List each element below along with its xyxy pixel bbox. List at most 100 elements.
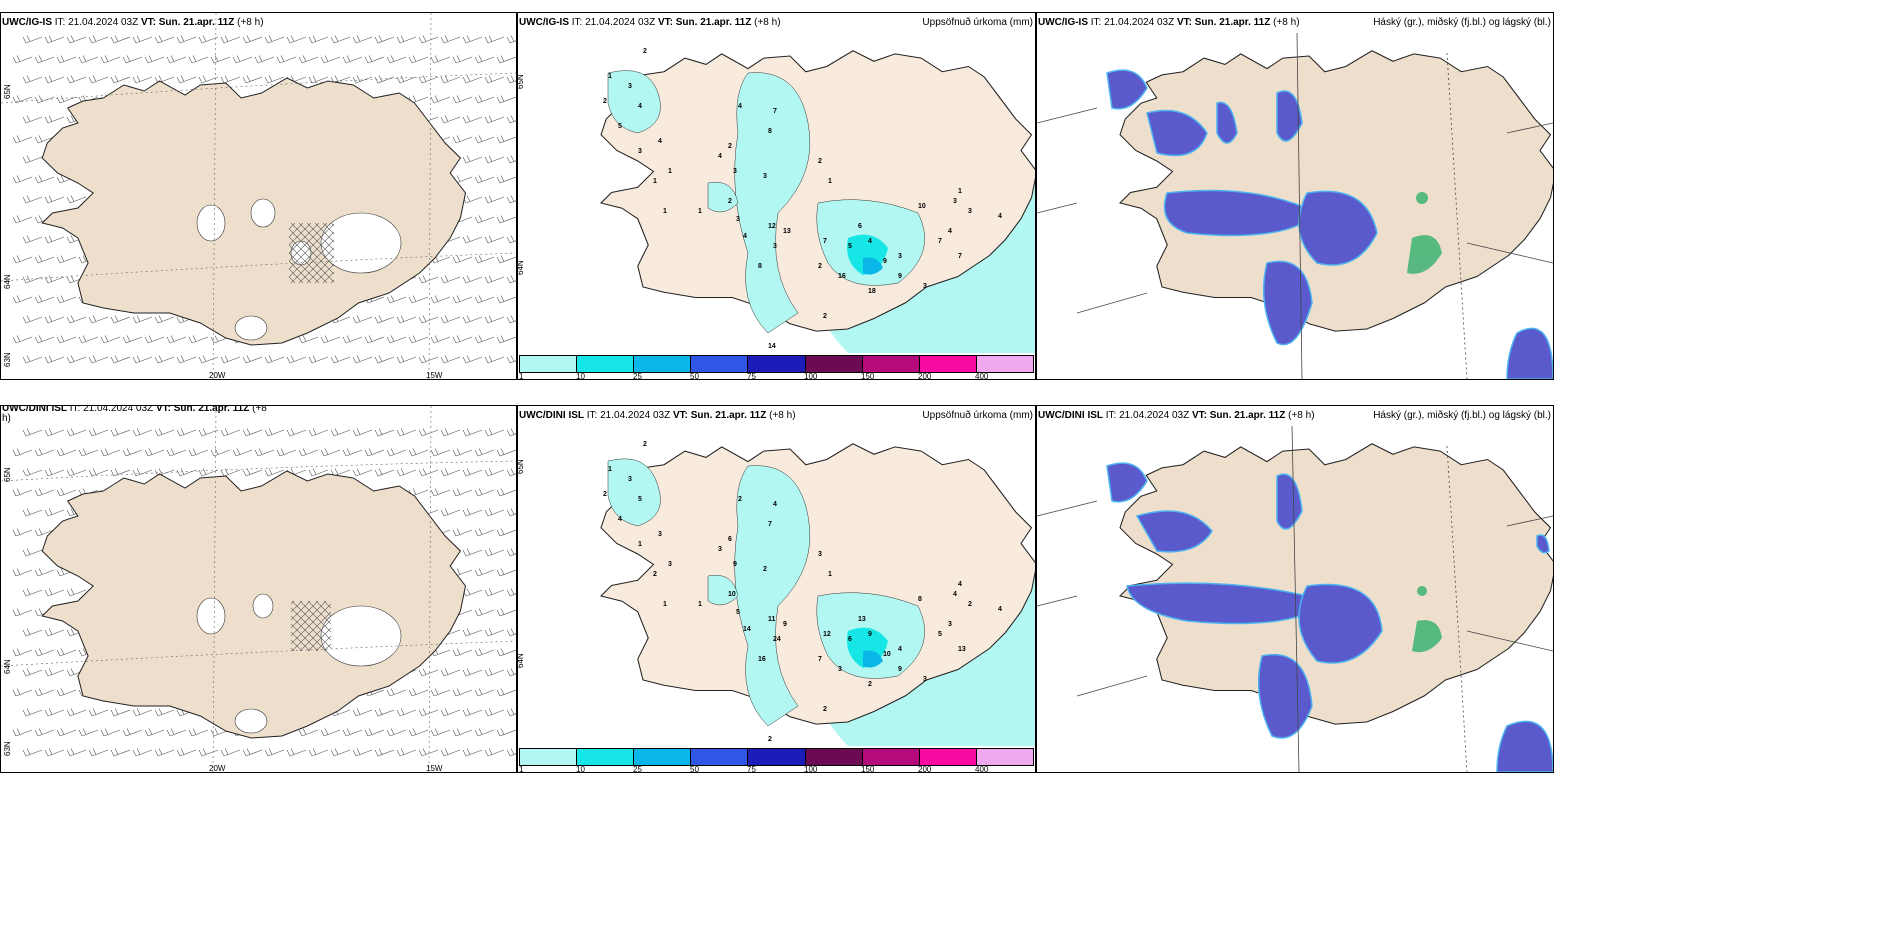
- wind-barb: [22, 708, 43, 717]
- wind-barb: [430, 688, 451, 697]
- wind-barb: [496, 55, 516, 64]
- precip-value-label: 1: [828, 178, 832, 185]
- precip-value-label: 4: [743, 233, 747, 240]
- wind-barb: [506, 468, 516, 477]
- wind-barb: [132, 428, 153, 437]
- wind-barb: [474, 608, 495, 617]
- colorbar-tick: 50: [690, 372, 699, 380]
- wind-barb: [484, 508, 505, 517]
- wind-barb: [496, 135, 516, 144]
- wind-barb: [462, 195, 483, 204]
- precip-areas: [607, 458, 925, 727]
- wind-barb: [374, 35, 395, 44]
- wind-barb: [440, 75, 461, 84]
- wind-barb: [506, 708, 516, 717]
- wind-barb: [452, 448, 473, 457]
- colorbar-tick: 10: [576, 765, 585, 773]
- wind-barb: [462, 428, 483, 437]
- precip-value-label: 3: [898, 253, 902, 260]
- frontal-lines: [1037, 425, 1553, 772]
- wind-barb: [220, 468, 241, 477]
- wind-barb: [506, 628, 516, 637]
- wind-barb: [34, 175, 55, 184]
- wind-barb: [484, 315, 505, 324]
- wind-barb: [286, 428, 307, 437]
- wind-barb: [342, 448, 363, 457]
- wind-barb: [132, 355, 153, 364]
- wind-barb: [110, 315, 131, 324]
- wind-barb: [176, 35, 197, 44]
- colorbar-tick: 1: [519, 372, 524, 380]
- wind-barb: [484, 628, 505, 637]
- wind-barb: [132, 35, 153, 44]
- precip-value-label: 3: [948, 621, 952, 628]
- precip-value-label: 3: [818, 551, 822, 558]
- precip-value-label: 2: [653, 571, 657, 578]
- precip-value-label: 13: [958, 646, 966, 653]
- precip-value-label: 2: [823, 313, 827, 320]
- precip-value-label: 4: [658, 138, 662, 145]
- wind-barb: [44, 315, 65, 324]
- wind-barb: [484, 548, 505, 557]
- wind-barb: [452, 55, 473, 64]
- wind-barb: [264, 428, 285, 437]
- wind-barb: [352, 748, 373, 757]
- precip-value-label: 1: [698, 208, 702, 215]
- colorbar-bin: [691, 356, 749, 372]
- wind-barb: [474, 448, 495, 457]
- wind-barb: [496, 95, 516, 104]
- wind-barb: [34, 135, 55, 144]
- wind-barb: [364, 335, 385, 344]
- precip-value-label: 1: [638, 541, 642, 548]
- wind-barb: [66, 355, 87, 364]
- wind-barb: [484, 428, 505, 437]
- colorbar-bin: [805, 749, 863, 765]
- wind-barb: [452, 255, 473, 264]
- precip-value-label: 2: [818, 263, 822, 270]
- wind-barb: [352, 75, 373, 84]
- panel-title: UWC/IG-IS IT: 21.04.2024 03Z VT: Sun. 21…: [519, 17, 781, 28]
- wind-barb: [462, 75, 483, 84]
- wind-barb: [56, 295, 77, 304]
- colorbar-tick: 200: [918, 765, 932, 773]
- wind-barb: [408, 335, 429, 344]
- colorbar-bin: [862, 749, 920, 765]
- colorbar-tick: 100: [804, 765, 818, 773]
- wind-barb: [506, 355, 516, 364]
- wind-barb: [144, 728, 165, 737]
- wind-barb: [440, 275, 461, 284]
- wind-barb: [12, 335, 33, 344]
- wind-barb: [56, 335, 77, 344]
- colorbar-tick: 150: [861, 372, 875, 380]
- wind-barb: [462, 355, 483, 364]
- precip-value-label: 1: [663, 601, 667, 608]
- colorbar-bin: [919, 356, 977, 372]
- wind-barb: [474, 95, 495, 104]
- wind-barb: [88, 35, 109, 44]
- wind-barb: [396, 748, 417, 757]
- precip-value-label: 9: [898, 273, 902, 280]
- wind-map-canvas: [1, 13, 516, 379]
- wind-barb: [34, 95, 55, 104]
- wind-barb: [374, 428, 395, 437]
- wind-barb: [22, 235, 43, 244]
- wind-barb: [418, 428, 439, 437]
- wind-barb: [44, 468, 65, 477]
- wind-barb: [264, 355, 285, 364]
- wind-barb: [440, 428, 461, 437]
- wind-barb: [396, 315, 417, 324]
- wind-barb: [374, 708, 395, 717]
- wind-barb: [198, 468, 219, 477]
- wind-barb: [430, 55, 451, 64]
- precip-value-label: 3: [968, 208, 972, 215]
- wind-barb: [474, 648, 495, 657]
- wind-barb: [374, 355, 395, 364]
- wind-barb: [110, 355, 131, 364]
- wind-barb: [88, 355, 109, 364]
- wind-barb: [88, 75, 109, 84]
- precip-value-label: 3: [763, 173, 767, 180]
- lon-label: 15W: [426, 764, 443, 773]
- wind-barb: [34, 528, 55, 537]
- wind-barb: [320, 728, 341, 737]
- wind-barb: [276, 448, 297, 457]
